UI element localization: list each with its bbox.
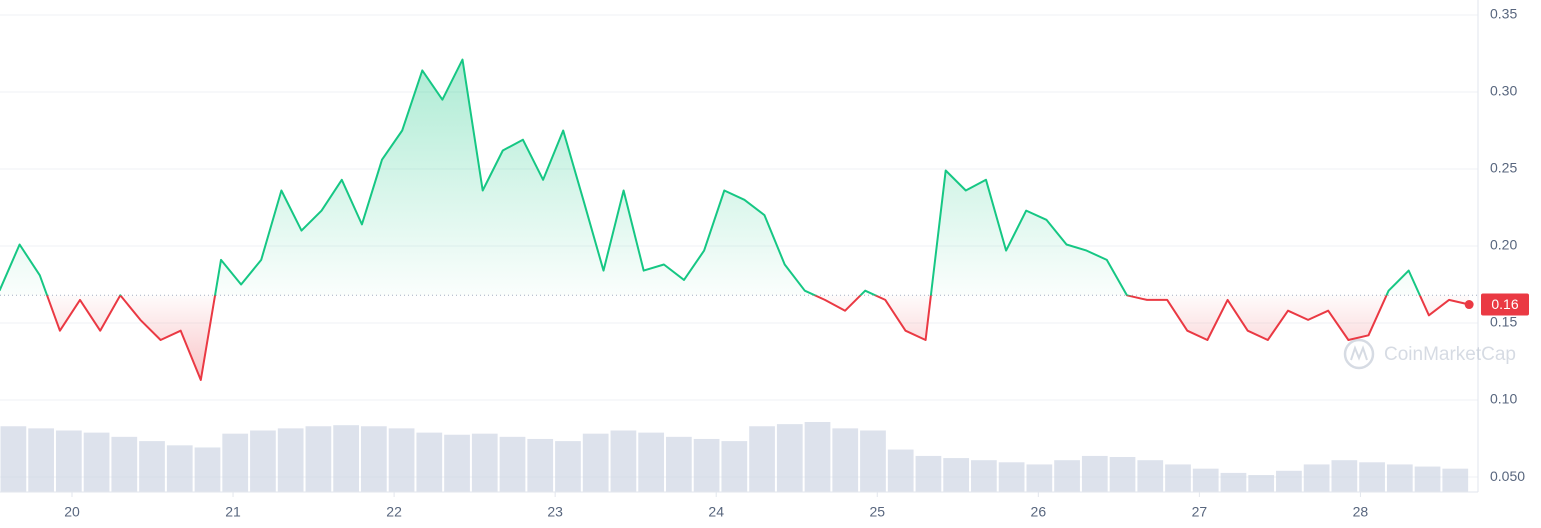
volume-bar <box>1165 464 1191 492</box>
volume-bar <box>277 428 304 492</box>
volume-bar <box>1359 462 1385 492</box>
volume-bar <box>998 462 1025 492</box>
volume-bar <box>693 438 720 492</box>
volume-bar <box>471 433 498 492</box>
volume-bar <box>1276 470 1302 492</box>
volume-bar <box>776 424 803 492</box>
x-tick-label: 22 <box>386 504 402 520</box>
x-tick-label: 21 <box>225 504 241 520</box>
watermark-text: CoinMarketCap <box>1384 344 1516 365</box>
volume-bar <box>0 426 27 492</box>
volume-bar <box>360 426 387 492</box>
volume-bar <box>1137 460 1164 492</box>
x-tick-label: 27 <box>1192 504 1208 520</box>
volume-bar <box>666 436 692 492</box>
volume-bar <box>860 430 886 492</box>
x-tick-label: 28 <box>1353 504 1369 520</box>
volume-bar <box>1192 468 1219 492</box>
volume-bar <box>1248 475 1275 492</box>
volume-bar <box>582 433 609 492</box>
volume-bar <box>915 455 942 492</box>
y-tick-label: 0.35 <box>1490 6 1517 22</box>
y-tick-label: 0.20 <box>1490 237 1517 253</box>
volume-bar <box>111 436 138 492</box>
last-point <box>1464 300 1474 310</box>
volume-bar <box>1026 464 1053 492</box>
volume-bar <box>305 426 332 492</box>
volume-bar <box>416 432 443 492</box>
y-tick-label: 0.10 <box>1490 391 1517 407</box>
volume-bar <box>832 428 859 492</box>
volume-bar <box>222 433 249 492</box>
volume-bar <box>250 430 276 492</box>
last-price-label: 0.16 <box>1491 296 1518 312</box>
y-tick-label: 0.30 <box>1490 83 1517 99</box>
volume-bar <box>943 458 970 492</box>
volume-bar <box>194 447 221 492</box>
volume-bar <box>1109 457 1136 492</box>
volume-bar <box>721 441 748 492</box>
x-tick-label: 20 <box>64 504 80 520</box>
price-area <box>0 59 1470 380</box>
volume-bar <box>887 449 914 492</box>
volume-bar <box>388 428 415 492</box>
x-tick-label: 23 <box>547 504 563 520</box>
volume-bar <box>1081 455 1108 492</box>
x-tick-label: 26 <box>1031 504 1047 520</box>
volume-bar <box>749 426 775 492</box>
volume-bar <box>444 434 470 492</box>
volume-bar <box>166 445 193 492</box>
volume-bar <box>1220 472 1247 492</box>
watermark: CoinMarketCap <box>1343 338 1516 370</box>
volume-bar <box>1054 460 1080 492</box>
volume-bar <box>55 430 82 492</box>
volume-bar <box>83 432 110 492</box>
volume-bar <box>1386 464 1413 492</box>
volume-bar <box>499 436 526 492</box>
x-tick-label: 24 <box>708 504 724 520</box>
volume-bar <box>139 441 165 492</box>
volume-bar <box>1303 464 1330 492</box>
y-tick-label: 0.25 <box>1490 160 1517 176</box>
volume-bar <box>971 460 997 492</box>
volume-bar <box>1414 466 1441 492</box>
volume-bar <box>555 441 581 492</box>
y-tick-label: 0.050 <box>1490 468 1525 484</box>
y-tick-label: 0.15 <box>1490 314 1517 330</box>
volume-bar <box>638 432 665 492</box>
volume-bar <box>28 428 54 492</box>
x-tick-label: 25 <box>869 504 885 520</box>
volume-bar <box>527 438 554 492</box>
volume-bar <box>333 425 359 492</box>
volume-bar <box>804 422 831 492</box>
price-line <box>0 58 1470 381</box>
volume-bar <box>1331 460 1358 492</box>
last-price-tag <box>1481 293 1529 316</box>
volume-bar <box>1442 468 1469 492</box>
volume-bar <box>610 430 637 492</box>
